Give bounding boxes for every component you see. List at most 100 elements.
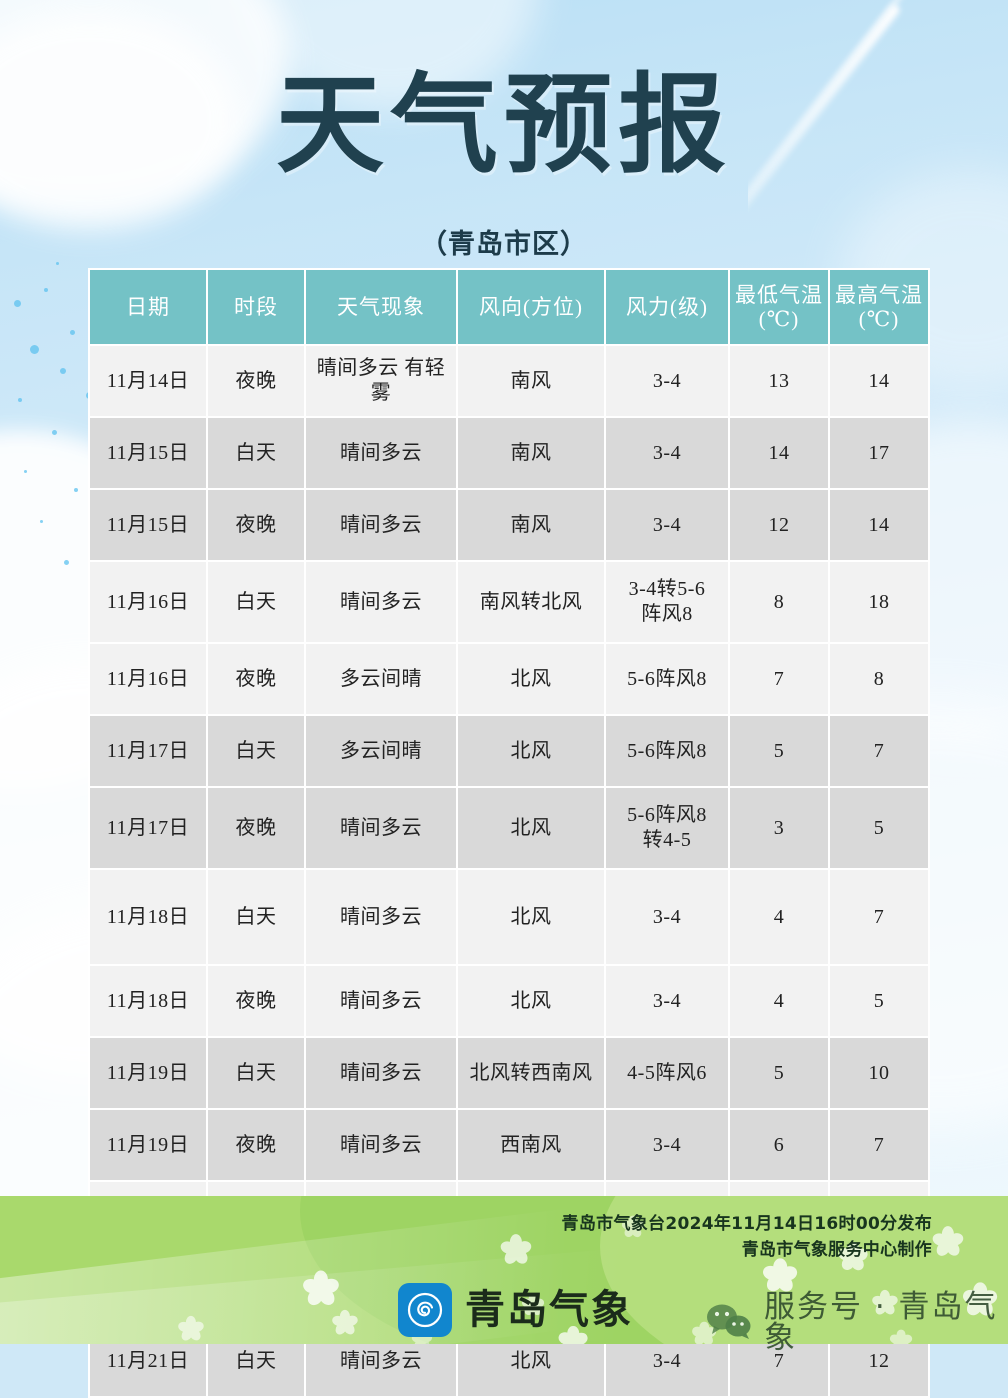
table-row: 11月18日 白天 晴间多云 北风 3-4 4 7 [88,868,930,966]
produced-line: 青岛市气象服务中心制作 [741,1240,932,1261]
table-row: 11月19日 夜晚 晴间多云 西南风 3-4 6 7 [88,1108,930,1182]
flower-icon [888,1328,914,1344]
flower-icon [300,1268,342,1310]
cell-temp_max: 14 [828,344,930,418]
cell-weather: 多云间晴 [304,642,458,716]
wechat-label: 服务号 · 青岛气象 [764,1289,998,1356]
column-header-date: 日期 [88,268,208,346]
column-header-weather: 天气现象 [304,268,458,346]
cell-period: 夜晚 [206,642,306,716]
wechat-block[interactable]: 服务号 · 青岛气象 [706,1292,1008,1354]
cell-date: 11月17日 [88,786,208,870]
cell-wind_dir: 南风 [456,416,606,490]
flower-icon [556,1324,590,1344]
flower-icon [760,1256,800,1296]
column-header-wind_dir: 风向(方位) [456,268,606,346]
cell-temp_min: 3 [728,786,830,870]
cell-weather: 晴间多云 [304,488,458,562]
table-row: 11月15日 白天 晴间多云 南风 3-4 14 17 [88,416,930,490]
cell-wind_force: 5-6阵风8 转4-5 [604,786,730,870]
cell-temp_max: 14 [828,488,930,562]
cell-wind_dir: 北风 [456,964,606,1038]
page-title: 天气预报 [275,63,732,188]
cell-weather: 多云间晴 [304,714,458,788]
cell-temp_min: 4 [728,964,830,1038]
table-row: 11月17日 夜晚 晴间多云 北风 5-6阵风8 转4-5 3 5 [88,786,930,870]
column-header-temp_max: 最高气温(℃) [828,268,930,346]
cell-period: 白天 [206,416,306,490]
cell-wind_dir: 北风 [456,868,606,966]
flower-icon [498,1232,534,1268]
table-row: 11月14日 夜晚 晴间多云 有轻雾 南风 3-4 13 14 [88,344,930,418]
cell-temp_min: 8 [728,560,830,644]
cell-weather: 晴间多云 [304,786,458,870]
cell-weather: 晴间多云 [304,868,458,966]
column-header-wind_force: 风力(级) [604,268,730,346]
table-row: 11月16日 白天 晴间多云 南风转北风 3-4转5-6 阵风8 8 18 [88,560,930,644]
cell-weather: 晴间多云 有轻雾 [304,344,458,418]
brand-logo-block[interactable]: 青岛气象 [398,1283,633,1337]
column-header-temp_min: 最低气温(℃) [728,268,830,346]
cell-wind_dir: 北风 [456,786,606,870]
flower-icon [930,1224,966,1260]
cell-temp_min: 13 [728,344,830,418]
cell-temp_min: 4 [728,868,830,966]
cell-wind_force: 4-5阵风6 [604,1036,730,1110]
table-header-row: 日期 时段 天气现象 风向(方位) 风力(级) 最低气温(℃) 最高气温(℃) [88,268,930,346]
cell-wind_dir: 西南风 [456,1108,606,1182]
cell-wind_dir: 北风 [456,642,606,716]
issued-line: 青岛市气象台2024年11月14日16时00分发布 [561,1214,932,1234]
forecast-table: 日期 时段 天气现象 风向(方位) 风力(级) 最低气温(℃) 最高气温(℃) 11月14日… [88,268,930,1398]
table-row: 11月19日 白天 晴间多云 北风转西南风 4-5阵风6 5 10 [88,1036,930,1110]
cell-date: 11月15日 [88,488,208,562]
cell-wind_force: 3-4 [604,1108,730,1182]
cell-temp_max: 18 [828,560,930,644]
cell-date: 11月17日 [88,714,208,788]
brand-name: 青岛气象 [465,1287,633,1333]
issue-info: 青岛市气象台2024年11月14日16时00分发布 青岛市气象服务中心制作 [562,1211,932,1264]
forecast-table-wrapper: 日期 时段 天气现象 风向(方位) 风力(级) 最低气温(℃) 最高气温(℃) 11月14日… [88,268,930,1398]
flower-icon [836,1240,870,1274]
flower-icon [690,1320,718,1344]
cell-wind_force: 3-4 [604,868,730,966]
cell-temp_min: 7 [728,642,830,716]
cell-period: 夜晚 [206,1108,306,1182]
cell-date: 11月14日 [88,344,208,418]
cell-date: 11月19日 [88,1036,208,1110]
cell-period: 白天 [206,868,306,966]
cell-period: 白天 [206,714,306,788]
cell-wind_dir: 南风 [456,488,606,562]
flower-icon [330,1308,360,1338]
flower-icon [870,1288,900,1318]
cell-date: 11月16日 [88,642,208,716]
cell-wind_force: 5-6阵风8 [604,714,730,788]
cloud-shape [0,10,240,230]
cell-temp_min: 14 [728,416,830,490]
cell-period: 白天 [206,1036,306,1110]
cell-date: 11月15日 [88,416,208,490]
page-subtitle: （青岛市区） [420,229,588,260]
cell-period: 夜晚 [206,344,306,418]
flower-icon [520,1292,546,1318]
cell-wind_dir: 北风转西南风 [456,1036,606,1110]
qingdao-weather-logo-icon [398,1283,452,1337]
cell-temp_min: 5 [728,714,830,788]
cell-date: 11月19日 [88,1108,208,1182]
table-body: 11月14日 夜晚 晴间多云 有轻雾 南风 3-4 13 14 11月15日 白天 晴间多云 南风 3… [88,344,930,1398]
cell-date: 11月16日 [88,560,208,644]
cell-temp_max: 7 [828,868,930,966]
cell-date: 11月18日 [88,964,208,1038]
cell-temp_max: 8 [828,642,930,716]
cell-period: 夜晚 [206,786,306,870]
cell-temp_max: 7 [828,1108,930,1182]
cell-weather: 晴间多云 [304,1108,458,1182]
cell-weather: 晴间多云 [304,416,458,490]
table-row: 11月16日 夜晚 多云间晴 北风 5-6阵风8 7 8 [88,642,930,716]
cell-period: 夜晚 [206,488,306,562]
table-row: 11月18日 夜晚 晴间多云 北风 3-4 4 5 [88,964,930,1038]
cell-wind_force: 5-6阵风8 [604,642,730,716]
cell-wind_dir: 南风 [456,344,606,418]
cell-wind_force: 3-4 [604,488,730,562]
cell-period: 白天 [206,560,306,644]
cell-wind_force: 3-4转5-6 阵风8 [604,560,730,644]
